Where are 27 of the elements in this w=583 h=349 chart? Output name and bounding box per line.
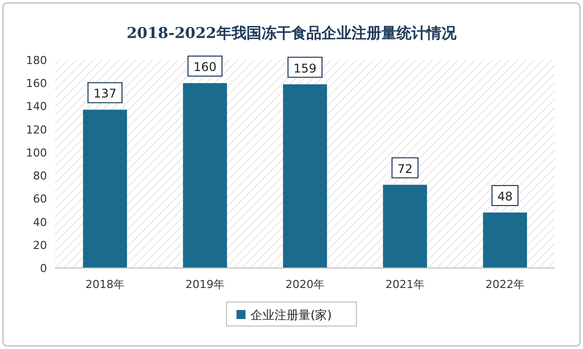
bar xyxy=(383,184,427,268)
x-tick-label: 2021年 xyxy=(386,278,424,291)
data-label: 137 xyxy=(94,86,116,101)
x-tick-label: 2022年 xyxy=(486,278,524,291)
y-tick-label: 160 xyxy=(26,77,47,90)
y-tick-label: 120 xyxy=(26,123,47,136)
x-tick-label: 2019年 xyxy=(186,278,224,291)
y-tick-label: 180 xyxy=(26,54,47,67)
chart-title: 2018-2022年我国冻干食品企业注册量统计情况 xyxy=(126,24,458,42)
y-tick-label: 80 xyxy=(33,170,47,183)
y-tick-label: 60 xyxy=(33,192,47,206)
data-label: 48 xyxy=(497,190,513,204)
x-tick-label: 2018年 xyxy=(86,278,124,291)
y-tick-label: 20 xyxy=(33,238,47,252)
bar xyxy=(483,212,527,268)
y-tick-label: 140 xyxy=(26,100,47,114)
y-tick-label: 100 xyxy=(26,146,47,160)
data-label: 159 xyxy=(294,61,316,76)
legend-label: 企业注册量(家) xyxy=(250,308,332,322)
x-tick-label: 2020年 xyxy=(286,278,324,291)
bar xyxy=(83,110,127,268)
y-tick-label: 40 xyxy=(33,216,47,229)
data-label: 160 xyxy=(194,60,216,74)
bar xyxy=(183,83,227,268)
y-tick-label: 0 xyxy=(40,262,47,275)
data-label: 72 xyxy=(397,162,413,176)
bar xyxy=(283,84,327,268)
